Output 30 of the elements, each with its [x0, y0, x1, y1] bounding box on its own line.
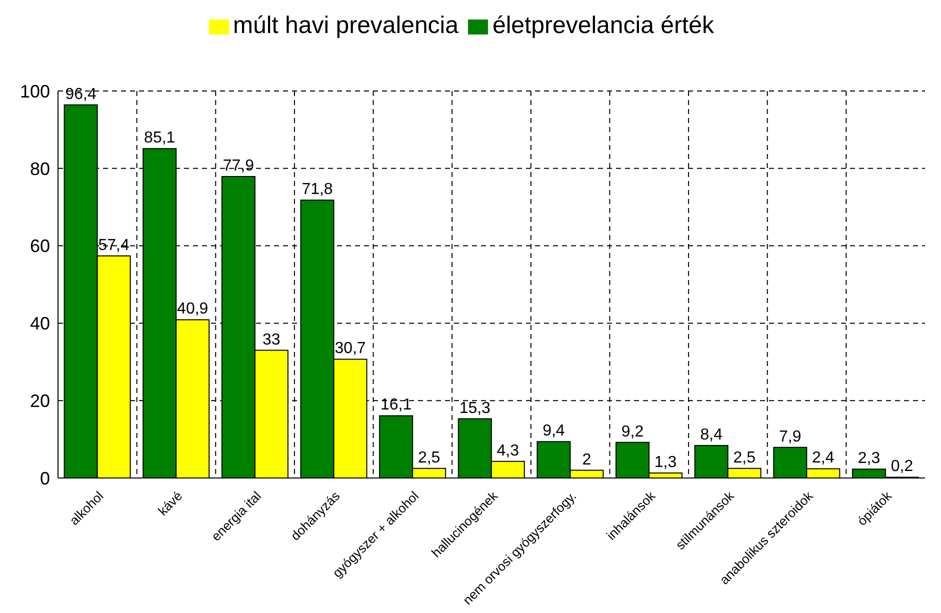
y-tick-label: 80 [30, 158, 50, 179]
data-label: 30,7 [334, 340, 366, 358]
data-label: 77,9 [222, 158, 254, 175]
data-label: 7,9 [779, 428, 802, 446]
data-label: 2,4 [812, 450, 834, 467]
data-label: 4,3 [496, 442, 520, 460]
y-tick-label: 20 [30, 390, 50, 411]
data-label: 2,5 [418, 449, 440, 466]
data-label: 71,8 [302, 181, 333, 198]
data-label: 40,9 [177, 300, 208, 318]
data-label: 9,2 [621, 423, 644, 440]
data-label: 2,3 [858, 450, 880, 468]
legend-label: életprevelancia érték [492, 12, 714, 39]
y-tick-label: 60 [30, 236, 50, 256]
y-tick-label: 100 [20, 81, 50, 102]
data-label: 9,4 [542, 422, 565, 440]
data-label: 15,3 [459, 400, 491, 417]
data-label: 33 [262, 331, 280, 348]
data-label: 2 [582, 451, 592, 468]
data-label: 0,2 [890, 458, 914, 476]
data-label: 96,4 [65, 86, 96, 103]
y-tick-label: 0 [40, 468, 50, 488]
data-label: 2,5 [733, 449, 756, 466]
data-label: 85,1 [144, 130, 176, 147]
data-label: 1,3 [654, 454, 677, 471]
data-label: 8,4 [700, 426, 723, 444]
y-tick-label: 40 [30, 314, 50, 334]
data-label: 57,4 [98, 236, 130, 254]
data-label: 16,1 [380, 396, 412, 414]
legend-label: múlt havi prevalencia [233, 12, 458, 39]
